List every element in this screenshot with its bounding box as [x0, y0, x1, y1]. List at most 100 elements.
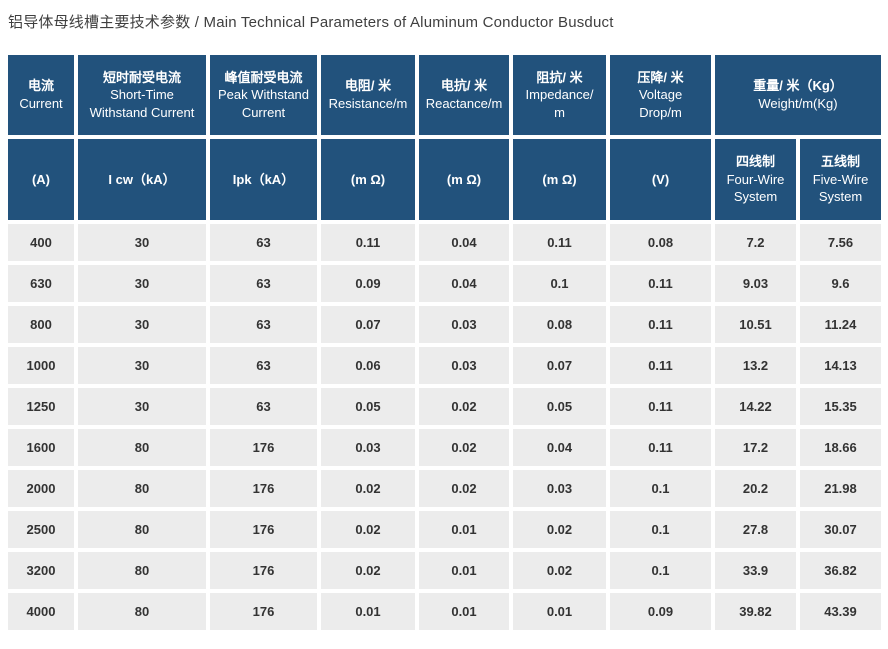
table-cell: 0.1 — [610, 511, 711, 548]
unit-ipk-ka: Ipk（kA） — [210, 139, 317, 220]
table-cell: 0.02 — [419, 388, 509, 425]
unit-voltage-v-label: (V) — [651, 171, 670, 187]
table-cell: 43.39 — [800, 593, 881, 630]
table-cell: 63 — [210, 306, 317, 343]
table-cell: 0.01 — [419, 593, 509, 630]
unit-resistance-mohm-label: (m Ω) — [350, 171, 386, 187]
table-cell: 1600 — [8, 429, 74, 466]
header-peak-withstand-en: Peak Withstand Current — [217, 87, 310, 120]
table-cell: 0.03 — [419, 306, 509, 343]
table-row: 1000 30 63 0.06 0.03 0.07 0.11 13.2 14.13 — [8, 347, 881, 384]
table-cell: 176 — [210, 470, 317, 507]
table-cell: 1250 — [8, 388, 74, 425]
table-cell: 14.13 — [800, 347, 881, 384]
header-short-time-en: Short-Time Withstand Current — [89, 87, 195, 120]
table-cell: 0.04 — [419, 224, 509, 261]
table-cell: 0.02 — [419, 429, 509, 466]
table-cell: 0.05 — [513, 388, 606, 425]
header-reactance-en: Reactance/m — [425, 96, 503, 111]
table-cell: 80 — [78, 429, 206, 466]
table-cell: 30 — [78, 306, 206, 343]
header-resistance-zh: 电阻/ 米 — [344, 78, 392, 94]
table-cell: 36.82 — [800, 552, 881, 589]
table-cell: 0.11 — [513, 224, 606, 261]
table-cell: 10.51 — [715, 306, 796, 343]
table-cell: 17.2 — [715, 429, 796, 466]
header-current-zh: 电流 — [27, 78, 54, 94]
table-header-row-main: 电流 Current 短时耐受电流 Short-Time Withstand C… — [8, 55, 881, 135]
table-cell: 0.08 — [513, 306, 606, 343]
table-row: 1600 80 176 0.03 0.02 0.04 0.11 17.2 18.66 — [8, 429, 881, 466]
table-row: 630 30 63 0.09 0.04 0.1 0.11 9.03 9.6 — [8, 265, 881, 302]
table-cell: 0.02 — [419, 470, 509, 507]
header-impedance-zh: 阻抗/ 米 — [536, 69, 583, 85]
header-four-wire-en: Four-Wire System — [726, 171, 785, 205]
unit-icw-ka-label: I cw（kA） — [108, 171, 176, 187]
header-resistance: 电阻/ 米 Resistance/m — [321, 55, 415, 135]
unit-impedance-mohm-label: (m Ω) — [542, 171, 577, 187]
table-cell: 80 — [78, 470, 206, 507]
header-short-time-withstand-current: 短时耐受电流 Short-Time Withstand Current — [78, 55, 206, 135]
table-row: 2500 80 176 0.02 0.01 0.02 0.1 27.8 30.07 — [8, 511, 881, 548]
table-cell: 80 — [78, 593, 206, 630]
table-cell: 30 — [78, 224, 206, 261]
table-cell: 176 — [210, 429, 317, 466]
table-body: 400 30 63 0.11 0.04 0.11 0.08 7.2 7.56 630 30 63 0.0… — [8, 224, 881, 630]
table-row: 3200 80 176 0.02 0.01 0.02 0.1 33.9 36.82 — [8, 552, 881, 589]
table-cell: 0.11 — [610, 429, 711, 466]
table-cell: 0.02 — [321, 470, 415, 507]
table-cell: 0.08 — [610, 224, 711, 261]
table-cell: 0.02 — [321, 511, 415, 548]
table-cell: 14.22 — [715, 388, 796, 425]
table-cell: 27.8 — [715, 511, 796, 548]
table-cell: 0.04 — [419, 265, 509, 302]
table-cell: 0.1 — [610, 470, 711, 507]
table-cell: 0.01 — [513, 593, 606, 630]
table-cell: 2000 — [8, 470, 74, 507]
table-cell: 63 — [210, 265, 317, 302]
table-cell: 176 — [210, 593, 317, 630]
table-cell: 63 — [210, 224, 317, 261]
table-cell: 63 — [210, 347, 317, 384]
unit-current-a: (A) — [8, 139, 74, 220]
table-row: 400 30 63 0.11 0.04 0.11 0.08 7.2 7.56 — [8, 224, 881, 261]
header-impedance: 阻抗/ 米 Impedance/ m — [513, 55, 606, 135]
table-cell: 0.11 — [610, 265, 711, 302]
table-header-row-units: (A) I cw（kA） Ipk（kA） (m Ω) (m Ω) (m Ω) (… — [8, 139, 881, 220]
table-cell: 0.11 — [610, 388, 711, 425]
header-peak-withstand-zh: 峰值耐受电流 — [224, 69, 303, 85]
header-reactance-zh: 电抗/ 米 — [440, 78, 488, 94]
table-cell: 63 — [210, 388, 317, 425]
unit-reactance-mohm: (m Ω) — [419, 139, 509, 220]
table-cell: 0.03 — [321, 429, 415, 466]
header-five-wire-system: 五线制 Five-Wire System — [800, 139, 881, 220]
table-cell: 80 — [78, 511, 206, 548]
table-cell: 39.82 — [715, 593, 796, 630]
header-current: 电流 Current — [8, 55, 74, 135]
table-cell: 0.11 — [321, 224, 415, 261]
header-voltage-drop-zh: 压降/ 米 — [637, 69, 684, 85]
table-row: 800 30 63 0.07 0.03 0.08 0.11 10.51 11.24 — [8, 306, 881, 343]
table-cell: 4000 — [8, 593, 74, 630]
header-resistance-en: Resistance/m — [328, 96, 408, 111]
table-row: 2000 80 176 0.02 0.02 0.03 0.1 20.2 21.98 — [8, 470, 881, 507]
parameters-table: 电流 Current 短时耐受电流 Short-Time Withstand C… — [8, 55, 881, 630]
table-cell: 1000 — [8, 347, 74, 384]
header-voltage-drop: 压降/ 米 Voltage Drop/m — [610, 55, 711, 135]
table-cell: 3200 — [8, 552, 74, 589]
unit-icw-ka: I cw（kA） — [78, 139, 206, 220]
table-cell: 20.2 — [715, 470, 796, 507]
table-cell: 0.02 — [321, 552, 415, 589]
table-cell: 21.98 — [800, 470, 881, 507]
header-short-time-zh: 短时耐受电流 — [102, 69, 181, 85]
header-weight: 重量/ 米（Kg） Weight/m(Kg) — [715, 55, 881, 135]
table-cell: 0.1 — [513, 265, 606, 302]
table-cell: 11.24 — [800, 306, 881, 343]
table-cell: 176 — [210, 511, 317, 548]
table-cell: 0.06 — [321, 347, 415, 384]
header-reactance: 电抗/ 米 Reactance/m — [419, 55, 509, 135]
header-peak-withstand-current: 峰值耐受电流 Peak Withstand Current — [210, 55, 317, 135]
table-cell: 7.2 — [715, 224, 796, 261]
table-cell: 0.03 — [513, 470, 606, 507]
table-cell: 400 — [8, 224, 74, 261]
